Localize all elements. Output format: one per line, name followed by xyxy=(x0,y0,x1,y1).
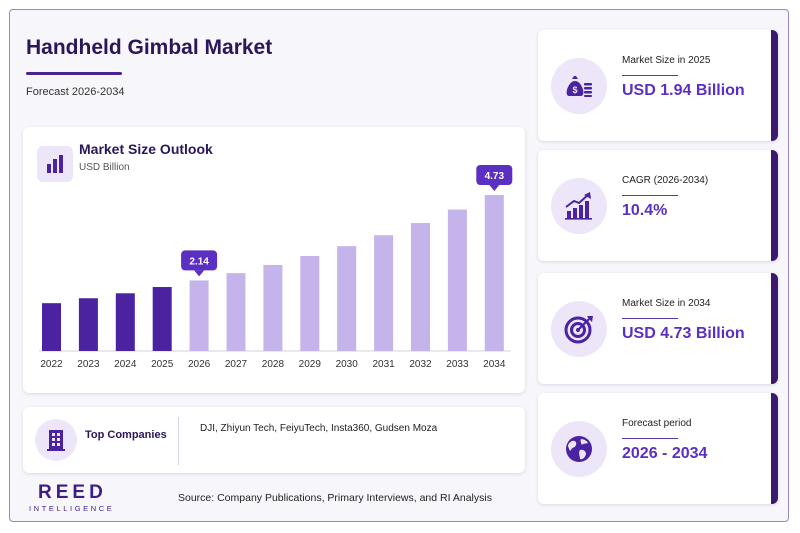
card-accent-edge xyxy=(771,273,778,384)
globe-icon xyxy=(551,421,607,477)
source-note: Source: Company Publications, Primary In… xyxy=(178,492,492,504)
bar-2032 xyxy=(411,223,430,351)
x-tick-label: 2024 xyxy=(114,359,137,370)
bar-2030 xyxy=(337,246,357,351)
bar-2027 xyxy=(226,273,246,351)
stat-card-market-2034: Market Size in 2034 USD 4.73 Billion xyxy=(538,273,778,384)
stat-card-cagr: CAGR (2026-2034) 10.4% xyxy=(538,150,778,261)
svg-text:$: $ xyxy=(572,85,577,95)
target-icon xyxy=(551,301,607,357)
stat-card-forecast-period: Forecast period 2026 - 2034 xyxy=(538,393,778,504)
x-tick-label: 2028 xyxy=(262,359,285,370)
chart-card: Market Size Outlook USD Billion 2022 2023… xyxy=(23,127,525,393)
callout-label: 2.14 xyxy=(189,256,209,267)
x-tick-label: 2031 xyxy=(372,359,395,370)
stat-value: 2026 - 2034 xyxy=(622,445,708,462)
stat-value: USD 4.73 Billion xyxy=(622,325,745,342)
page-subtitle: Forecast 2026-2034 xyxy=(26,86,125,98)
title-underline xyxy=(26,72,122,75)
companies-card: Top Companies DJI, Zhiyun Tech, FeiyuTec… xyxy=(23,407,525,473)
x-tick-label: 2025 xyxy=(151,359,174,370)
chart-title: Market Size Outlook xyxy=(79,141,213,157)
stat-label: Forecast period xyxy=(622,418,692,429)
x-tick-label: 2029 xyxy=(299,359,322,370)
companies-divider xyxy=(178,417,179,465)
bar-2022 xyxy=(42,303,61,351)
building-icon xyxy=(35,419,77,461)
bar-2025 xyxy=(152,287,172,351)
card-accent-edge xyxy=(771,150,778,261)
companies-list: DJI, Zhiyun Tech, FeiyuTech, Insta360, G… xyxy=(200,423,438,434)
stat-rule xyxy=(622,318,678,319)
logo-tagline: INTELLIGENCE xyxy=(29,504,115,513)
x-tick-label: 2032 xyxy=(409,359,432,370)
x-tick-label: 2022 xyxy=(40,359,63,370)
x-tick-label: 2034 xyxy=(483,359,506,370)
x-tick-label: 2026 xyxy=(188,359,211,370)
card-accent-edge xyxy=(771,393,778,504)
x-tick-label: 2027 xyxy=(225,359,248,370)
stat-label: CAGR (2026-2034) xyxy=(622,175,709,186)
stat-card-market-2025: $ Market Size in 2025 USD 1.94 Billion xyxy=(538,30,778,141)
stat-rule xyxy=(622,195,678,196)
logo-wordmark: REED xyxy=(38,482,107,503)
card-accent-edge xyxy=(771,30,778,141)
stat-value: 10.4% xyxy=(622,202,668,219)
bar-2023 xyxy=(78,298,98,351)
value-callout-2034: 4.73 xyxy=(476,165,513,191)
stat-rule xyxy=(622,438,678,439)
bar-2028 xyxy=(263,264,283,351)
page-title: Handheld Gimbal Market xyxy=(26,36,273,59)
bar-2033 xyxy=(447,209,467,351)
x-tick-label: 2030 xyxy=(336,359,359,370)
callout-label: 4.73 xyxy=(485,171,505,182)
bar-2026 xyxy=(189,280,209,351)
stat-value: USD 1.94 Billion xyxy=(622,82,745,99)
stat-label: Market Size in 2025 xyxy=(622,55,711,66)
stat-rule xyxy=(622,75,678,76)
companies-label: Top Companies xyxy=(85,429,167,441)
bar-2029 xyxy=(300,256,320,351)
chart-unit-label: USD Billion xyxy=(79,162,130,173)
stat-label: Market Size in 2034 xyxy=(622,298,711,309)
bar-chart: 2022 2023 2024 2025 2026 2027 2028 2029 2030 2031… xyxy=(39,165,513,370)
money-bag-icon: $ xyxy=(551,58,607,114)
bar-chart-icon xyxy=(37,146,73,182)
bar-2031 xyxy=(374,235,394,351)
bar-2034 xyxy=(484,195,504,351)
growth-chart-icon xyxy=(551,178,607,234)
value-callout-2026: 2.14 xyxy=(181,250,218,277)
bar-2024 xyxy=(115,293,135,351)
x-tick-label: 2033 xyxy=(446,359,469,370)
x-tick-label: 2023 xyxy=(77,359,100,370)
